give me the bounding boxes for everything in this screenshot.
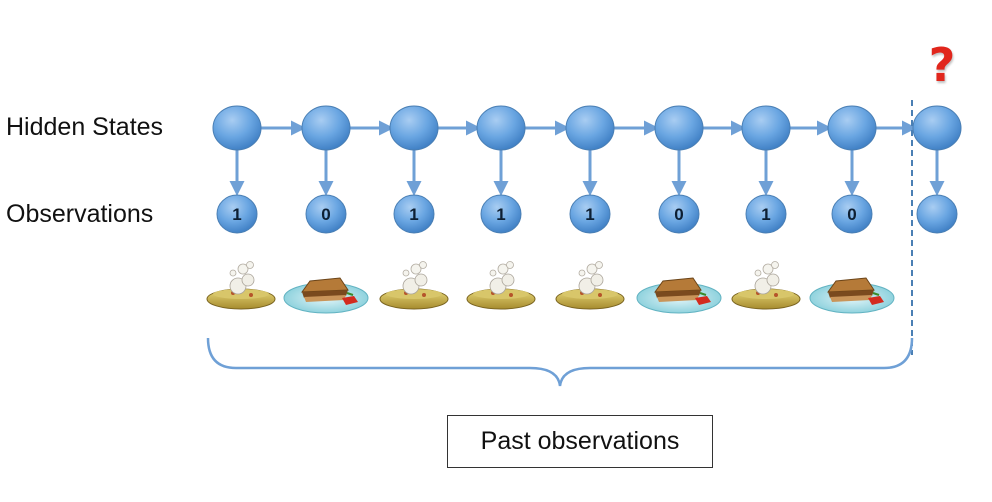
observations-label: Observations [6, 200, 154, 228]
hidden-state-node [212, 105, 262, 151]
edges-layer [229, 120, 945, 196]
sandwich-plate-icon [283, 277, 369, 314]
hidden-state-node [827, 105, 877, 151]
observation-node [831, 194, 873, 234]
observation-node [305, 194, 347, 234]
observation-node [745, 194, 787, 234]
observation-value: 1 [409, 205, 418, 224]
observation-value: 1 [761, 205, 770, 224]
hidden-state-node [476, 105, 526, 151]
observation-value: 1 [585, 205, 594, 224]
nodes-layer: 1 0 1 1 1 0 1 0 [212, 105, 962, 234]
observation-value: 1 [232, 205, 241, 224]
hidden-state-node [301, 105, 351, 151]
hidden-state-node [565, 105, 615, 151]
soup-bowl-icon [731, 261, 801, 310]
observation-value: 0 [321, 205, 330, 224]
past-bracket [206, 337, 914, 387]
past-observations-box: Past observations [447, 415, 713, 468]
hidden-state-node [389, 105, 439, 151]
soup-bowl-icon [466, 261, 536, 310]
observation-node [658, 194, 700, 234]
observation-value: 0 [847, 205, 856, 224]
observation-node [569, 194, 611, 234]
hidden-state-node [912, 105, 962, 151]
past-observations-label: Past observations [480, 427, 680, 455]
observation-value: 0 [674, 205, 683, 224]
observation-node [480, 194, 522, 234]
soup-bowl-icon [555, 261, 625, 310]
hidden-state-node [741, 105, 791, 151]
sandwich-plate-icon [636, 277, 722, 314]
future-observation-node [916, 194, 958, 234]
observation-value: 1 [496, 205, 505, 224]
soup-bowl-icon [379, 261, 449, 310]
observation-node [393, 194, 435, 234]
unknown-future-marker: ? [928, 38, 956, 92]
hidden-state-node [654, 105, 704, 151]
sandwich-plate-icon [809, 277, 895, 314]
soup-bowl-icon [206, 261, 276, 310]
observation-node [216, 194, 258, 234]
hidden-states-label: Hidden States [6, 113, 164, 141]
meals-layer [206, 261, 895, 314]
